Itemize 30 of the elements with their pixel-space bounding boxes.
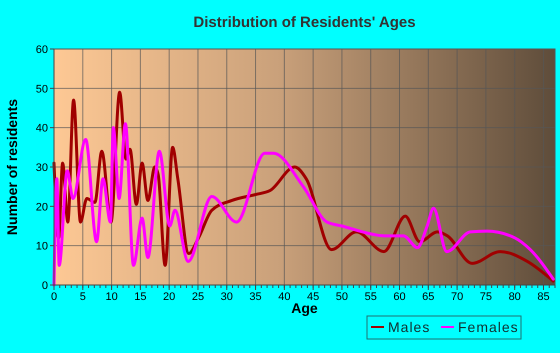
x-tick-label: 15 [134, 291, 147, 303]
x-tick-label: 60 [393, 291, 406, 303]
x-tick-label: 50 [336, 291, 348, 303]
y-tick-label: 40 [36, 122, 48, 135]
x-tick-label: 45 [307, 291, 320, 303]
x-tick-label: 35 [249, 291, 262, 303]
x-tick-label: 0 [50, 291, 58, 303]
x-tick-label: 70 [450, 291, 464, 303]
x-tick-label: 85 [537, 291, 550, 303]
x-tick-label: 20 [163, 291, 176, 303]
x-tick-label: 75 [480, 291, 492, 303]
x-tick-label: 80 [508, 291, 521, 303]
y-tick-label: 0 [42, 280, 48, 292]
y-tick-label: 60 [36, 44, 48, 56]
legend-label: Males [388, 319, 430, 335]
x-tick-label: 40 [278, 291, 290, 303]
x-tick-label: 10 [105, 291, 118, 303]
y-axis-title: Number of residents [4, 98, 20, 236]
x-tick-label: 25 [192, 291, 204, 303]
x-axis-title: Age [291, 300, 318, 316]
y-tick-label: 10 [36, 240, 48, 253]
y-tick-label: 20 [36, 201, 48, 214]
x-tick-label: 55 [364, 291, 377, 303]
x-tick-label: 5 [80, 291, 86, 303]
legend-label: Females [458, 319, 519, 335]
x-tick-label: 65 [422, 291, 434, 303]
y-tick-label: 50 [36, 83, 48, 96]
x-tick-label: 30 [220, 291, 233, 303]
chart-title: Distribution of Residents' Ages [193, 14, 416, 31]
y-tick-label: 30 [36, 162, 48, 174]
